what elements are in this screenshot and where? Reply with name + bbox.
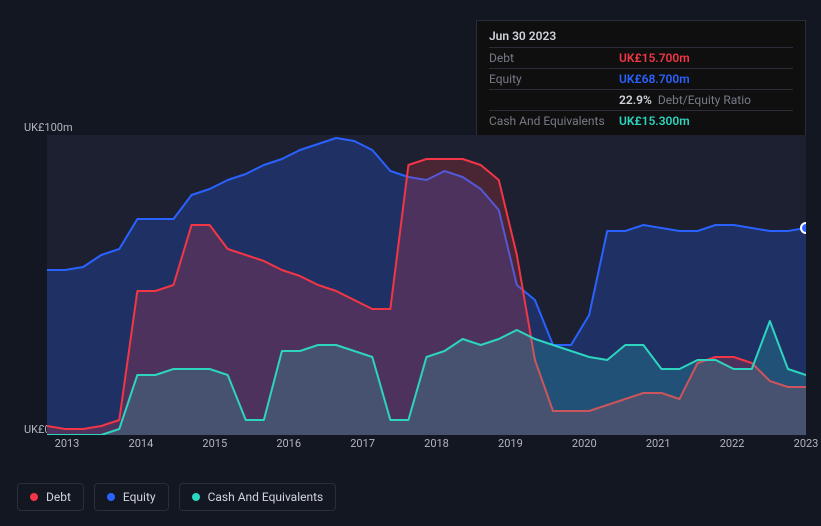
x-axis-label: 2016: [276, 437, 301, 450]
tooltip-row-extra: Debt/Equity Ratio: [658, 93, 751, 107]
tooltip-row: 22.9% Debt/Equity Ratio: [489, 89, 793, 110]
x-axis: 2013201420152016201720182019202020212022…: [67, 437, 806, 457]
chart-area: UK£100m UK£0 201320142015201620172018201…: [17, 125, 806, 465]
chart-plot[interactable]: [47, 135, 806, 435]
x-axis-label: 2015: [202, 437, 227, 450]
legend-label: Equity: [123, 490, 156, 504]
x-axis-label: 2019: [498, 437, 523, 450]
tooltip-row-label: Debt: [489, 51, 619, 65]
tooltip-row: DebtUK£15.700m: [489, 47, 793, 68]
tooltip-row: EquityUK£68.700m: [489, 68, 793, 89]
x-axis-label: 2013: [55, 437, 80, 450]
y-axis-max: UK£100m: [24, 121, 73, 134]
x-axis-label: 2018: [424, 437, 449, 450]
tooltip-row-value: UK£15.700m: [619, 51, 690, 65]
legend-dot-icon: [30, 493, 38, 501]
tooltip-row-value: UK£68.700m: [619, 72, 690, 86]
x-axis-label: 2023: [794, 437, 819, 450]
legend-dot-icon: [107, 493, 115, 501]
tooltip-row-value: 22.9%: [619, 93, 652, 107]
tooltip-row-label: [489, 93, 619, 107]
tooltip-date: Jun 30 2023: [489, 29, 793, 47]
x-axis-label: 2017: [350, 437, 375, 450]
x-axis-label: 2014: [129, 437, 154, 450]
legend-label: Debt: [46, 490, 71, 504]
x-axis-label: 2022: [720, 437, 745, 450]
legend-label: Cash And Equivalents: [208, 490, 324, 504]
legend-dot-icon: [192, 493, 200, 501]
x-axis-label: 2020: [572, 437, 597, 450]
x-axis-label: 2021: [646, 437, 671, 450]
legend-item[interactable]: Equity: [94, 483, 169, 511]
legend-item[interactable]: Cash And Equivalents: [179, 483, 337, 511]
legend-item[interactable]: Debt: [17, 483, 84, 511]
chart-tooltip: Jun 30 2023 DebtUK£15.700mEquityUK£68.70…: [476, 20, 806, 140]
tooltip-row-label: Equity: [489, 72, 619, 86]
chart-legend: Debt Equity Cash And Equivalents: [17, 483, 336, 511]
